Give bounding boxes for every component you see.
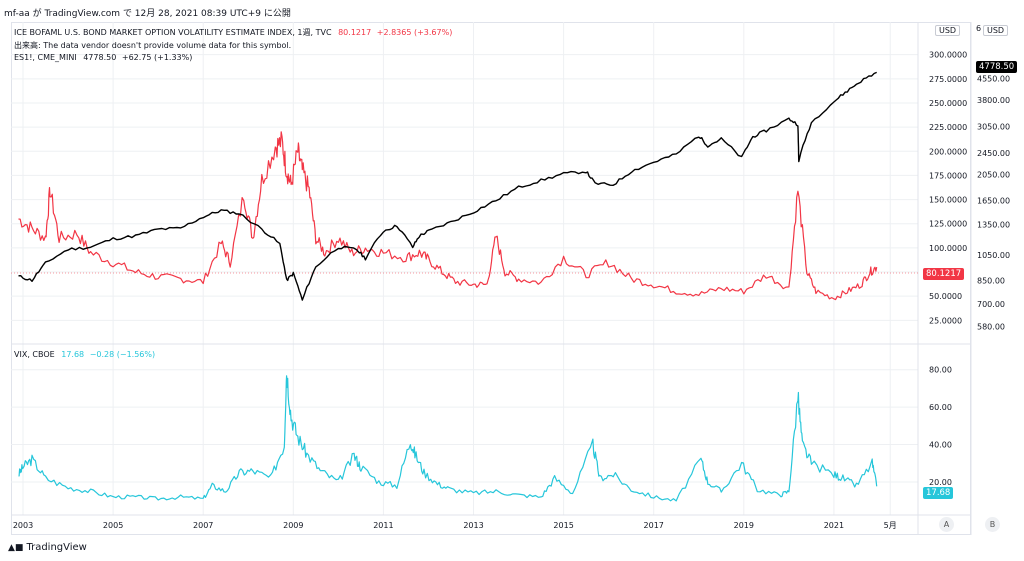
x-tick-label: 2003 <box>13 521 33 530</box>
move-y-tick: 200.0000 <box>929 147 967 156</box>
move-price-badge: 80.1217 <box>923 268 965 280</box>
move-y-tick: 25.0000 <box>929 316 962 325</box>
x-tick-label: 2011 <box>373 521 393 530</box>
x-tick-label: 2009 <box>283 521 303 530</box>
es-y-tick: 1350.00 <box>977 221 1010 230</box>
es-y-tick: 580.00 <box>977 322 1005 331</box>
move-y-tick: 100.0000 <box>929 244 967 253</box>
es-y-tick: 2450.00 <box>977 149 1010 158</box>
legend-es-value: 4778.50 <box>83 53 117 62</box>
es-y-tick: 3800.00 <box>977 96 1010 105</box>
auto-scale-button[interactable]: A <box>939 517 954 532</box>
move-y-tick: 250.0000 <box>929 99 967 108</box>
x-tick-label: 2019 <box>734 521 754 530</box>
es-y-tick: 2050.00 <box>977 170 1010 179</box>
es-y-tick: 1050.00 <box>977 251 1010 260</box>
legend-volume-note: 出来高: The data vendor doesn't provide vol… <box>14 41 292 50</box>
x-tick-label: 2021 <box>824 521 844 530</box>
vix-series-line <box>18 375 878 502</box>
legend-es-change: +62.75 (+1.33%) <box>121 53 193 62</box>
currency-label-left[interactable]: USD <box>935 25 961 36</box>
move-y-tick: 175.0000 <box>929 171 967 180</box>
vix-y-tick: 20.00 <box>929 478 952 487</box>
legend-move-change: +2.8365 (+3.67%) <box>376 28 453 37</box>
legend-vix-change: −0.28 (−1.56%) <box>89 350 156 359</box>
legend-es[interactable]: ES1!, CME_MINI 4778.50 +62.75 (+1.33%) <box>14 53 192 62</box>
grid-lines <box>11 22 918 515</box>
es-y-tick: 4550.00 <box>977 74 1010 83</box>
move-y-tick: 150.0000 <box>929 196 967 205</box>
axis-top-left: 6 <box>976 24 982 33</box>
es-series-line <box>18 71 877 301</box>
x-tick-label: 2013 <box>463 521 483 530</box>
x-tick-label: 2005 <box>103 521 123 530</box>
x-tick-label: 5月 <box>884 521 897 530</box>
legend-vix-value: 17.68 <box>61 350 85 359</box>
x-tick-label: 2017 <box>644 521 664 530</box>
log-scale-button[interactable]: B <box>985 517 1000 532</box>
tv-logo-text: TradingView <box>26 542 87 553</box>
es-price-badge: 4778.50 <box>976 61 1018 73</box>
legend-move[interactable]: ICE BOFAML U.S. BOND MARKET OPTION VOLAT… <box>14 27 452 38</box>
currency-label-right[interactable]: USD <box>983 25 1009 36</box>
move-y-tick: 125.0000 <box>929 220 967 229</box>
x-tick-label: 2015 <box>553 521 573 530</box>
publish-header: mf-aa が TradingView.com で 12月 28, 2021 0… <box>4 9 291 19</box>
x-tick-label: 2007 <box>193 521 213 530</box>
legend-vix[interactable]: VIX, CBOE 17.68 −0.28 (−1.56%) <box>14 350 155 359</box>
move-series-line <box>18 131 878 301</box>
move-y-tick: 50.0000 <box>929 292 962 301</box>
es-y-tick: 1650.00 <box>977 196 1010 205</box>
vix-price-badge: 17.68 <box>923 487 954 499</box>
tv-logo-icon: ▲■ <box>8 543 24 553</box>
legend-vix-name: VIX, CBOE <box>14 350 55 359</box>
vix-y-tick: 80.00 <box>929 366 952 375</box>
move-y-tick: 300.0000 <box>929 51 967 60</box>
move-y-tick: 225.0000 <box>929 123 967 132</box>
es-y-tick: 3050.00 <box>977 122 1010 131</box>
move-y-tick: 275.0000 <box>929 75 967 84</box>
es-y-tick: 700.00 <box>977 300 1005 309</box>
legend-move-value: 80.1217 <box>338 28 372 37</box>
legend-move-name: ICE BOFAML U.S. BOND MARKET OPTION VOLAT… <box>14 28 332 37</box>
tradingview-logo[interactable]: ▲■ TradingView <box>8 542 87 553</box>
vix-y-tick: 40.00 <box>929 441 952 450</box>
es-y-tick: 850.00 <box>977 276 1005 285</box>
legend-es-name: ES1!, CME_MINI <box>14 53 77 62</box>
vix-y-tick: 60.00 <box>929 403 952 412</box>
